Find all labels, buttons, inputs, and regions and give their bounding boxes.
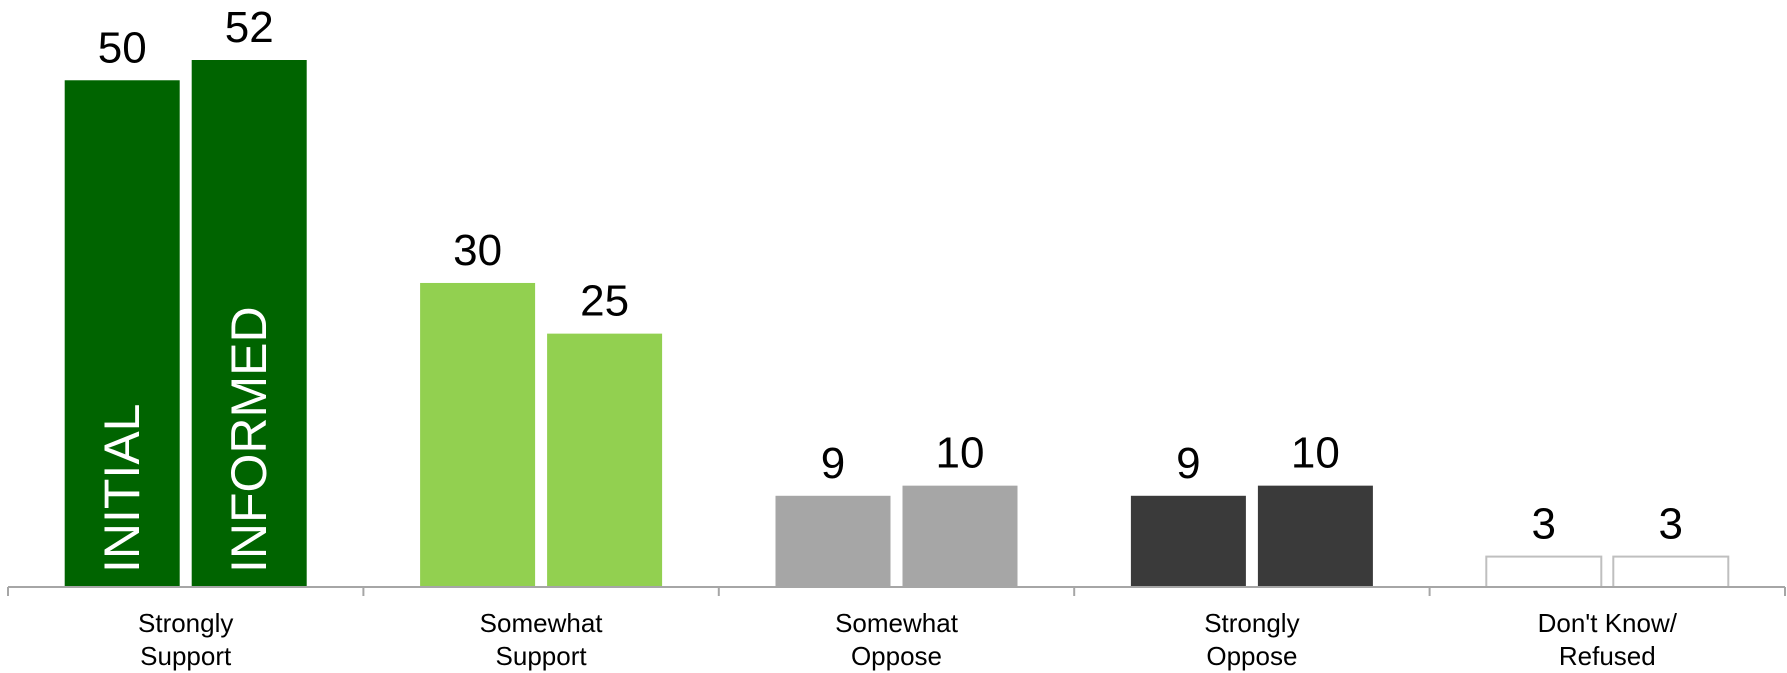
category-label: Strongly Support xyxy=(138,608,233,671)
bar-informed-2 xyxy=(902,485,1018,587)
value-label: 3 xyxy=(1659,500,1683,549)
category-label: Somewhat Oppose xyxy=(835,608,959,671)
value-label: 10 xyxy=(936,429,985,478)
value-label: 3 xyxy=(1532,500,1556,549)
bar-initial-4 xyxy=(1485,555,1603,588)
bar-initial-1 xyxy=(420,282,536,587)
value-label: 52 xyxy=(225,3,274,52)
category-label: Strongly Oppose xyxy=(1204,608,1299,671)
bars-layer xyxy=(64,60,1730,588)
category-labels-layer: Strongly Support Somewhat Support Somewhat Op… xyxy=(138,608,1678,671)
series-labels-layer: INITIAL INFORMED xyxy=(94,306,277,573)
value-labels-layer: 50 52 30 25 9 10 9 10 3 3 xyxy=(98,3,1683,549)
series-label-initial: INITIAL xyxy=(94,404,150,573)
bar-informed-0 xyxy=(191,60,307,587)
x-axis xyxy=(7,586,1786,596)
bar-initial-2 xyxy=(775,495,891,587)
value-label: 9 xyxy=(821,439,845,488)
category-label: Somewhat Support xyxy=(480,608,604,671)
bar-initial-0 xyxy=(64,80,180,588)
category-label: Don't Know/Refused xyxy=(1538,608,1678,671)
bar-informed-3 xyxy=(1257,485,1373,587)
series-label-informed: INFORMED xyxy=(221,306,277,573)
value-label: 25 xyxy=(580,277,629,326)
value-label: 30 xyxy=(453,226,502,275)
bar-informed-1 xyxy=(547,333,663,587)
value-label: 10 xyxy=(1291,429,1340,478)
bar-informed-4 xyxy=(1612,555,1730,588)
value-label: 50 xyxy=(98,23,147,72)
value-label: 9 xyxy=(1176,439,1200,488)
bar-initial-3 xyxy=(1130,495,1246,587)
